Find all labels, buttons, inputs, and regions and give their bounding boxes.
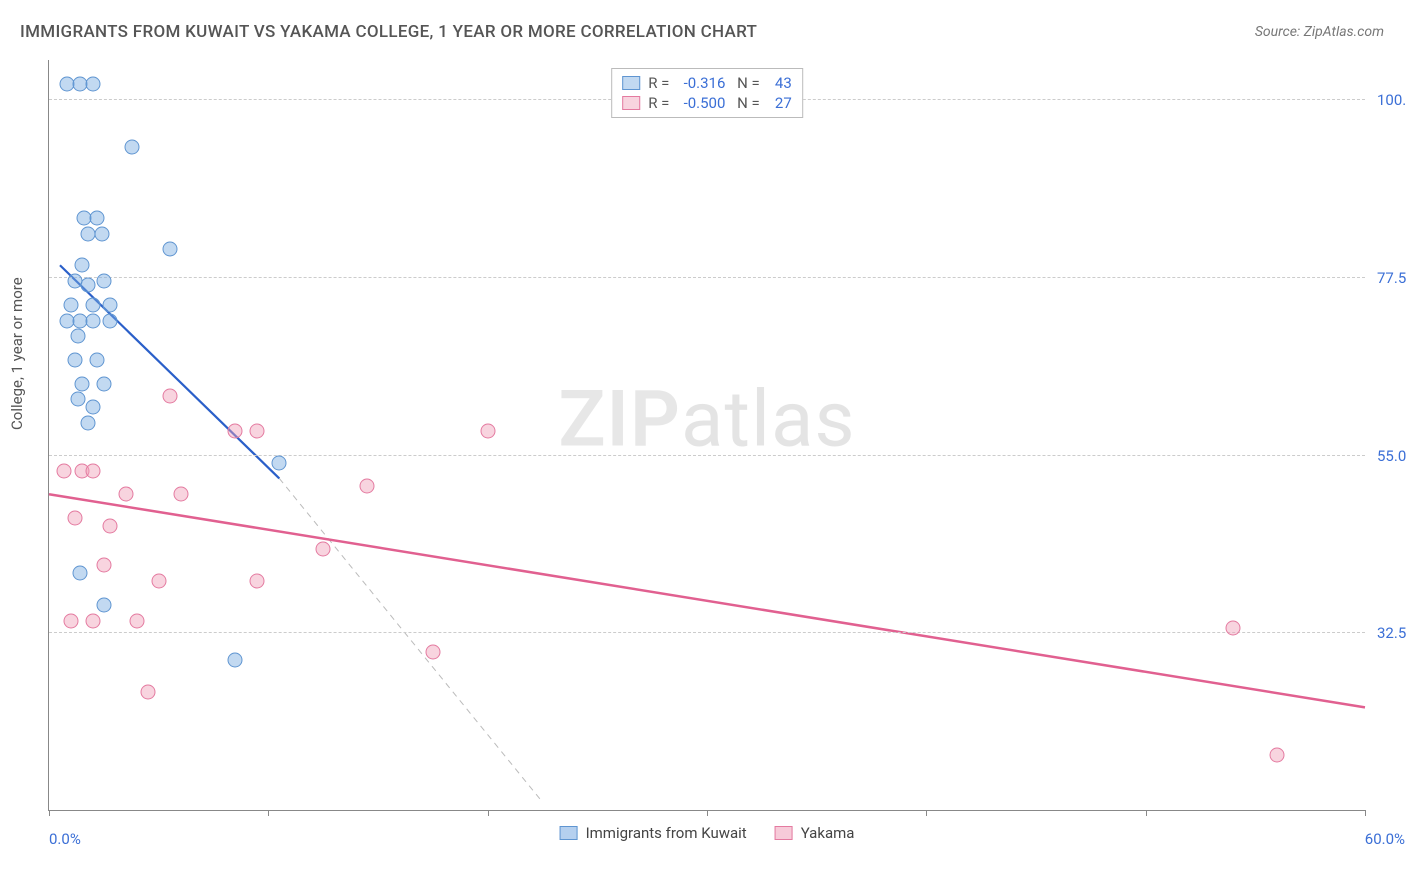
legend-item-kuwait: Immigrants from Kuwait [560, 824, 747, 842]
x-tick [49, 810, 50, 816]
y-axis-label: College, 1 year or more [8, 277, 26, 430]
x-tick [488, 810, 489, 816]
point-kuwait [72, 566, 87, 581]
point-yakama [85, 463, 100, 478]
n-value-yakama: 27 [764, 94, 792, 112]
point-yakama [1226, 621, 1241, 636]
x-tick [268, 810, 269, 816]
point-yakama [1270, 747, 1285, 762]
point-kuwait [74, 258, 89, 273]
point-yakama [68, 510, 83, 525]
legend-label-yakama: Yakama [801, 824, 855, 842]
legend-item-yakama: Yakama [775, 824, 855, 842]
point-kuwait [103, 313, 118, 328]
legend-label-kuwait: Immigrants from Kuwait [586, 824, 747, 842]
point-yakama [228, 424, 243, 439]
point-kuwait [74, 376, 89, 391]
point-kuwait [94, 226, 109, 241]
n-label: N = [737, 74, 760, 92]
x-tick [707, 810, 708, 816]
point-kuwait [85, 297, 100, 312]
x-tick [1365, 810, 1366, 816]
y-tick-label: 55.0% [1377, 447, 1406, 465]
point-kuwait [272, 455, 287, 470]
point-yakama [85, 613, 100, 628]
r-label: R = [648, 74, 669, 92]
point-yakama [118, 487, 133, 502]
point-yakama [480, 424, 495, 439]
x-tick [1146, 810, 1147, 816]
point-yakama [250, 574, 265, 589]
point-yakama [425, 645, 440, 660]
y-tick-label: 32.5% [1377, 624, 1406, 642]
source-attribution: Source: ZipAtlas.com [1255, 24, 1384, 40]
legend-row-kuwait: R = -0.316 N = 43 [622, 73, 792, 93]
point-kuwait [90, 210, 105, 225]
r-value-kuwait: -0.316 [673, 74, 725, 92]
point-kuwait [70, 392, 85, 407]
point-kuwait [125, 139, 140, 154]
point-kuwait [63, 297, 78, 312]
y-tick-label: 100.0% [1377, 91, 1406, 109]
n-value-kuwait: 43 [764, 74, 792, 92]
point-yakama [162, 388, 177, 403]
point-yakama [129, 613, 144, 628]
point-kuwait [85, 400, 100, 415]
point-yakama [316, 542, 331, 557]
point-kuwait [96, 274, 111, 289]
n-label: N = [737, 94, 760, 112]
point-yakama [57, 463, 72, 478]
point-yakama [103, 518, 118, 533]
point-kuwait [90, 353, 105, 368]
point-kuwait [85, 313, 100, 328]
legend-row-yakama: R = -0.500 N = 27 [622, 93, 792, 113]
swatch-kuwait [560, 826, 578, 840]
point-kuwait [96, 597, 111, 612]
swatch-yakama [622, 96, 640, 110]
r-label: R = [648, 94, 669, 112]
r-value-yakama: -0.500 [673, 94, 725, 112]
swatch-kuwait [622, 76, 640, 90]
point-kuwait [228, 653, 243, 668]
plot-area: ZIPatlas R = -0.316 N = 43 R = -0.500 N … [48, 60, 1365, 811]
point-yakama [250, 424, 265, 439]
x-max-label: 60.0% [1365, 830, 1405, 848]
point-yakama [173, 487, 188, 502]
point-kuwait [70, 329, 85, 344]
regression-lines [49, 60, 1365, 810]
point-kuwait [81, 278, 96, 293]
point-kuwait [103, 297, 118, 312]
point-kuwait [68, 353, 83, 368]
point-yakama [140, 684, 155, 699]
chart-title: IMMIGRANTS FROM KUWAIT VS YAKAMA COLLEGE… [20, 22, 757, 42]
point-yakama [360, 479, 375, 494]
gridline-h: 55.0% [49, 455, 1365, 456]
point-yakama [63, 613, 78, 628]
legend-correlation: R = -0.316 N = 43 R = -0.500 N = 27 [611, 68, 803, 118]
gridline-h: 32.5% [49, 632, 1365, 633]
x-tick [926, 810, 927, 816]
point-kuwait [162, 242, 177, 257]
point-yakama [96, 558, 111, 573]
legend-series: Immigrants from Kuwait Yakama [560, 824, 855, 842]
x-min-label: 0.0% [49, 830, 81, 848]
y-tick-label: 77.5% [1377, 269, 1406, 287]
swatch-yakama [775, 826, 793, 840]
point-kuwait [96, 376, 111, 391]
point-kuwait [85, 76, 100, 91]
gridline-h: 77.5% [49, 277, 1365, 278]
point-kuwait [81, 416, 96, 431]
point-yakama [151, 574, 166, 589]
